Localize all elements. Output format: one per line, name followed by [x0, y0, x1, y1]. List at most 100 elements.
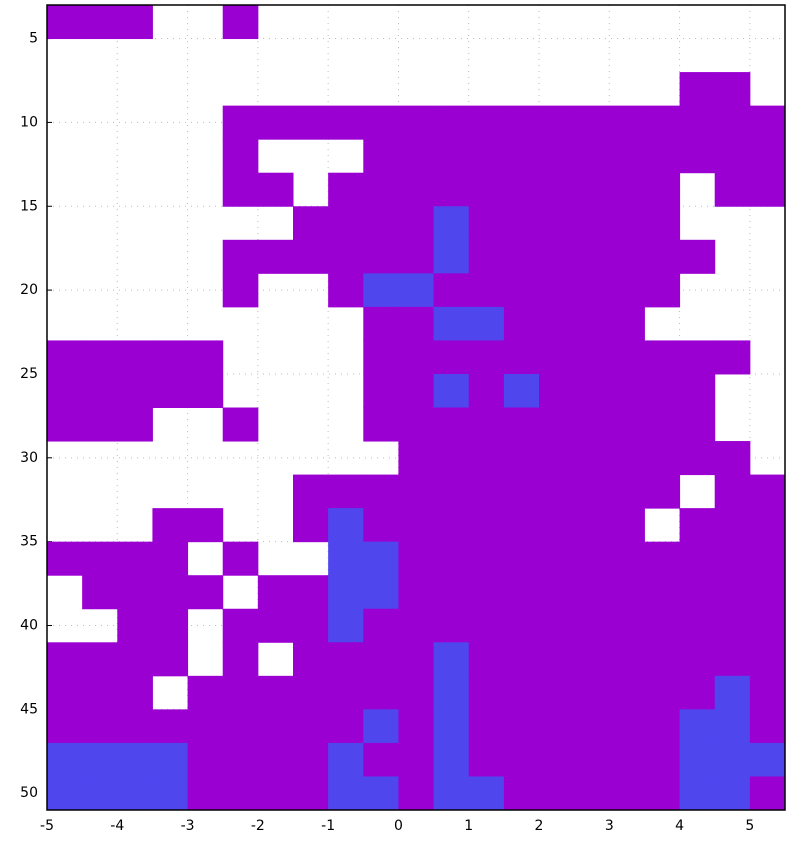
heatmap-cell [644, 340, 681, 375]
heatmap-cell [152, 206, 188, 240]
heatmap-cell [82, 642, 118, 677]
heatmap-cell [398, 5, 434, 39]
heatmap-cell [503, 642, 540, 677]
heatmap-cell [188, 39, 224, 73]
heatmap-cell [293, 173, 329, 207]
heatmap-cell [117, 742, 153, 777]
heatmap-cell [152, 273, 188, 307]
heatmap-cell [574, 105, 610, 140]
heatmap-cell [679, 239, 716, 274]
heatmap-cell [680, 307, 716, 341]
heatmap-cell [152, 373, 189, 408]
heatmap-cell [750, 374, 786, 408]
heatmap-cell [609, 373, 645, 408]
heatmap-cell [82, 307, 118, 341]
heatmap-cell [398, 306, 435, 341]
heatmap-cell [644, 373, 681, 408]
heatmap-cell [503, 608, 540, 643]
heatmap-cell [293, 307, 329, 341]
heatmap-cell [82, 240, 118, 274]
heatmap-cell [222, 742, 259, 777]
heatmap-cell [644, 508, 680, 542]
heatmap-cell [503, 373, 540, 408]
heatmap-cell [258, 206, 294, 240]
heatmap-cell [644, 776, 681, 811]
heatmap-cell [398, 373, 435, 408]
heatmap-cell [609, 575, 645, 610]
heatmap-cell [574, 239, 610, 274]
heatmap-cell [152, 709, 189, 744]
heatmap-cell [82, 340, 118, 375]
heatmap-cell [398, 273, 435, 308]
heatmap-cell [433, 474, 470, 509]
heatmap-cell [468, 776, 505, 811]
heatmap-cell [468, 575, 505, 610]
heatmap-cell [680, 173, 716, 207]
heatmap-cell [222, 407, 259, 442]
heatmap-cell [398, 441, 435, 476]
heatmap-cell [468, 273, 505, 308]
heatmap-cell [47, 742, 83, 777]
heatmap-cell [714, 172, 751, 207]
heatmap-cell [714, 608, 751, 643]
heatmap-cell [47, 72, 83, 106]
heatmap-cell [434, 39, 470, 73]
heatmap-cell [187, 742, 224, 777]
heatmap-cell [433, 273, 470, 308]
heatmap-cell [363, 675, 399, 710]
heatmap-cell [328, 575, 364, 610]
heatmap-cell [644, 742, 681, 777]
heatmap-cell [715, 5, 751, 39]
heatmap-cell [750, 307, 786, 341]
heatmap-cell [363, 72, 399, 106]
heatmap-cell [609, 642, 645, 677]
heatmap-cell [47, 173, 83, 207]
heatmap-cell [609, 139, 645, 174]
heatmap-cell [222, 239, 259, 274]
heatmap-cell [293, 675, 329, 710]
heatmap-cell [679, 742, 716, 777]
heatmap-cell [117, 307, 153, 341]
heatmap-cell [503, 709, 540, 744]
heatmap-cell [188, 307, 224, 341]
heatmap-cell [117, 273, 153, 307]
heatmap-cell [293, 105, 329, 140]
heatmap-cell [539, 105, 575, 140]
heatmap-cell [644, 5, 680, 39]
heatmap-cell [82, 206, 118, 240]
heatmap-cell [117, 675, 153, 710]
heatmap-cell [539, 239, 575, 274]
heatmap-cell [469, 5, 505, 39]
heatmap-cell [644, 39, 680, 73]
heatmap-cell [47, 776, 83, 811]
heatmap-cell [609, 340, 645, 375]
heatmap-cell [469, 72, 505, 106]
heatmap-cell [680, 5, 716, 39]
heatmap-cell [609, 407, 645, 442]
heatmap-cell [750, 408, 786, 442]
x-tick-label: 2 [535, 818, 544, 834]
y-tick-label: 50 [20, 785, 38, 801]
heatmap-cell [117, 39, 153, 73]
heatmap-cell [468, 541, 505, 576]
heatmap-cell [328, 307, 364, 341]
heatmap-cell [117, 106, 153, 140]
heatmap-cell [644, 139, 681, 174]
heatmap-cell [679, 608, 716, 643]
heatmap-cell [433, 742, 470, 777]
heatmap-cell [398, 508, 435, 543]
heatmap-cell [750, 72, 786, 106]
heatmap-cell [714, 508, 751, 543]
heatmap-cell [503, 206, 540, 241]
heatmap-cell [363, 105, 399, 140]
y-tick-label: 40 [20, 618, 38, 634]
heatmap-cell [117, 206, 153, 240]
heatmap-cell [539, 508, 575, 543]
heatmap-cell [117, 139, 153, 173]
heatmap-cell [82, 541, 118, 576]
heatmap-cell [363, 541, 399, 576]
heatmap-cell [609, 172, 645, 207]
heatmap-cell [574, 5, 610, 39]
y-tick-label: 25 [20, 366, 38, 382]
heatmap-cell [258, 542, 294, 576]
